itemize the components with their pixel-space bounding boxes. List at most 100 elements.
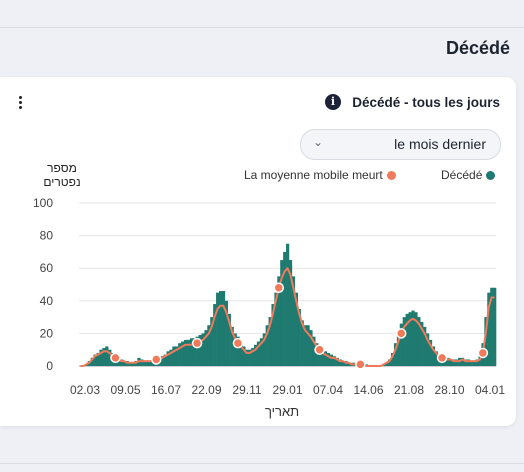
- moving-average-point: [314, 344, 325, 355]
- moving-average-point: [395, 328, 407, 339]
- bar: [493, 287, 497, 366]
- bar: [96, 352, 100, 366]
- bar: [163, 354, 167, 366]
- bar: [119, 359, 124, 366]
- bar: [239, 341, 243, 366]
- bar: [306, 325, 310, 366]
- bar: [475, 359, 479, 366]
- bar: [490, 287, 494, 366]
- bar: [446, 357, 450, 366]
- bar: [195, 336, 199, 366]
- legend-bars-swatch: [486, 171, 496, 180]
- bar: [332, 356, 336, 366]
- bar: [131, 362, 135, 366]
- more-options-icon[interactable]: [18, 96, 24, 112]
- bar: [300, 320, 304, 366]
- x-tick-label: 07.04: [313, 383, 343, 397]
- bar: [329, 354, 333, 366]
- bar: [414, 312, 418, 366]
- bar: [248, 349, 252, 366]
- x-tick-label: 16.07: [151, 383, 181, 397]
- moving-average-point: [110, 352, 121, 364]
- chart-plot: 0 20 40 60 80 100 02.03 09.05 16.07 22.09 29.11 29.…: [33, 196, 505, 397]
- bar: [461, 357, 465, 366]
- bar: [280, 260, 284, 366]
- card-title: Décédé - tous les jours: [352, 95, 500, 110]
- bar: [128, 362, 132, 366]
- bar: [341, 361, 345, 366]
- bar: [288, 260, 293, 366]
- bar: [181, 341, 185, 366]
- bar: [160, 356, 164, 366]
- bar: [204, 330, 208, 366]
- bar: [245, 349, 249, 366]
- y-axis-label-line-2: נפטרים: [43, 175, 81, 189]
- bar: [213, 304, 217, 366]
- x-tick-label: 09.05: [110, 383, 140, 397]
- info-icon[interactable]: i: [325, 94, 341, 110]
- moving-average-point: [477, 347, 489, 359]
- y-tick-label: 20: [40, 326, 54, 340]
- y-tick-label: 40: [40, 294, 54, 308]
- legend-item-line[interactable]: La moyenne mobile meurt: [244, 168, 396, 182]
- bar: [90, 357, 94, 366]
- bar: [303, 325, 307, 366]
- y-tick-label: 80: [40, 229, 54, 243]
- bar: [411, 310, 415, 366]
- x-tick-label: 21.08: [394, 383, 424, 397]
- bar: [323, 351, 328, 366]
- x-tick-label: 28.10: [434, 383, 464, 397]
- bar: [449, 359, 453, 366]
- bar: [405, 313, 409, 366]
- bar: [227, 313, 231, 366]
- bar: [253, 344, 258, 366]
- bar: [434, 351, 438, 366]
- bar: [108, 349, 112, 366]
- bar: [265, 325, 269, 366]
- bar: [463, 359, 468, 366]
- legend-line-label: La moyenne mobile meurt: [244, 168, 383, 182]
- bar: [487, 292, 491, 366]
- chevron-down-icon: ⌄: [313, 135, 324, 149]
- bar: [297, 308, 301, 366]
- date-range-value: le mois dernier: [394, 136, 486, 152]
- bar: [99, 349, 103, 366]
- bar: [391, 352, 395, 366]
- bar: [423, 326, 427, 366]
- bar: [122, 361, 126, 366]
- legend-item-bars[interactable]: Décédé: [441, 168, 496, 182]
- bar: [402, 317, 406, 366]
- section-title: Décédé: [445, 38, 510, 58]
- bar: [417, 317, 421, 366]
- bar: [347, 362, 351, 366]
- x-tick-label: 29.11: [232, 383, 261, 397]
- bar: [172, 346, 176, 366]
- bar: [396, 333, 401, 366]
- bar: [216, 292, 220, 366]
- bar: [201, 333, 205, 366]
- legend-bars-label: Décédé: [441, 168, 483, 182]
- bar: [233, 333, 237, 366]
- bar: [399, 323, 403, 366]
- bar: [186, 339, 191, 366]
- moving-average-point: [232, 337, 244, 349]
- moving-average-line: [80, 267, 495, 367]
- bar: [148, 361, 153, 366]
- y-axis-label-line-1: מספר: [47, 161, 77, 175]
- bar: [478, 356, 482, 366]
- bar: [221, 291, 226, 366]
- bar: [393, 343, 398, 366]
- bar: [102, 348, 106, 366]
- bar: [93, 354, 97, 366]
- bar: [466, 359, 471, 366]
- bar: [146, 361, 150, 366]
- x-tick-label: 22.09: [191, 383, 221, 397]
- bar: [256, 341, 261, 366]
- bar: [224, 300, 229, 366]
- x-tick-label: 04.01: [475, 383, 505, 397]
- date-range-select[interactable]: ⌄ le mois dernier: [300, 129, 501, 160]
- bar: [178, 343, 182, 366]
- y-tick-label: 0: [46, 359, 53, 373]
- moving-average-point: [151, 354, 162, 365]
- bar: [338, 359, 342, 366]
